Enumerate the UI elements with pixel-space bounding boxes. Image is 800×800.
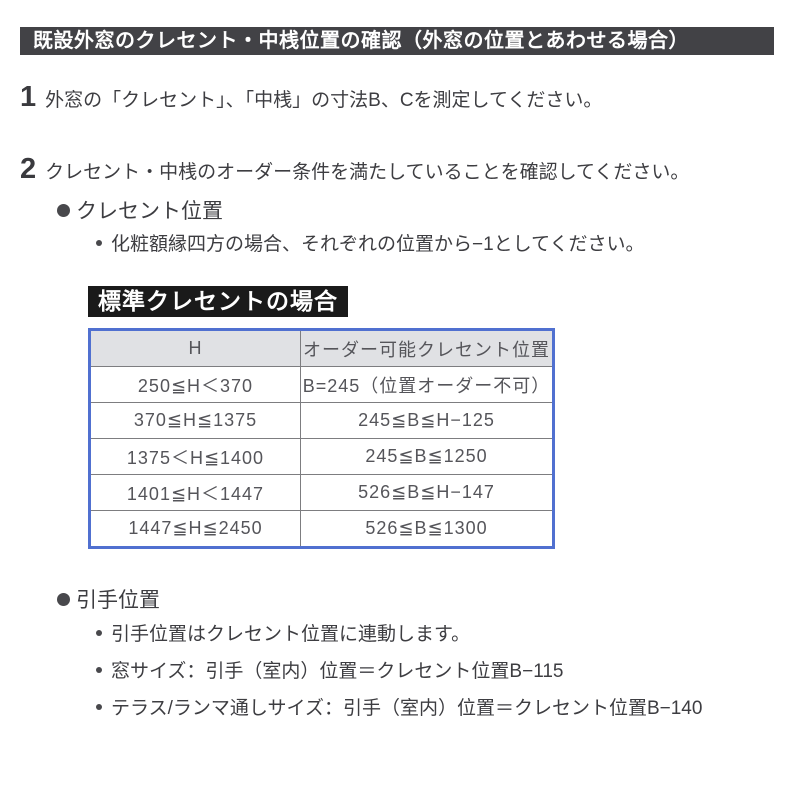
- table-cell-h-range: 250≦H＜370: [89, 366, 301, 403]
- table-row: 250≦H＜370 B=245（位置オーダー不可）: [89, 366, 554, 403]
- crescent-position-heading: クレセント位置: [76, 200, 223, 223]
- standard-crescent-label: 標準クレセントの場合: [88, 286, 348, 317]
- handle-note-row: 窓サイズ：引手（室内）位置＝クレセント位置B−115: [96, 656, 564, 683]
- table-cell-order-range: 245≦B≦H−125: [300, 402, 554, 439]
- table-header-order: オーダー可能クレセント位置: [300, 329, 554, 367]
- table-row: 1447≦H≦2450 526≦B≦1300: [89, 510, 554, 548]
- step-1: 1 外窓の「クレセント」、「中桟」の寸法B、Cを測定してください。: [20, 82, 602, 116]
- table-cell-order-range: B=245（位置オーダー不可）: [300, 366, 554, 403]
- table-cell-order-range: 526≦B≦1300: [300, 510, 554, 548]
- bullet-icon: [96, 239, 102, 246]
- handle-note-2: 窓サイズ：引手（室内）位置＝クレセント位置B−115: [111, 661, 564, 682]
- handle-position-heading-row: 引手位置: [57, 584, 160, 614]
- bullet-icon: [96, 703, 102, 710]
- step-2-number: 2: [20, 153, 37, 185]
- step-1-number: 1: [20, 81, 37, 113]
- page-title: 既設外窓のクレセント・中桟位置の確認（外窓の位置とあわせる場合）: [20, 27, 774, 55]
- handle-note-row: 引手位置はクレセント位置に連動します。: [96, 619, 470, 646]
- bullet-icon: [96, 629, 102, 636]
- table-cell-order-range: 526≦B≦H−147: [300, 474, 554, 511]
- table-cell-h-range: 1401≦H＜1447: [89, 474, 301, 511]
- step-2: 2 クレセント・中桟のオーダー条件を満たしていることを確認してください。: [20, 154, 689, 188]
- bullet-icon: [57, 592, 70, 606]
- bullet-icon: [96, 666, 102, 673]
- crescent-position-note-row: 化粧額縁四方の場合、それぞれの位置から−1としてください。: [96, 229, 645, 256]
- table-cell-order-range: 245≦B≦1250: [300, 438, 554, 475]
- crescent-position-table: H オーダー可能クレセント位置 250≦H＜370 B=245（位置オーダー不可…: [88, 328, 555, 549]
- table-row: 1375＜H≦1400 245≦B≦1250: [89, 438, 554, 475]
- table-row: 1401≦H＜1447 526≦B≦H−147: [89, 474, 554, 511]
- table-cell-h-range: 370≦H≦1375: [89, 402, 301, 439]
- bullet-icon: [57, 203, 70, 217]
- handle-note-1: 引手位置はクレセント位置に連動します。: [111, 624, 471, 645]
- crescent-position-heading-row: クレセント位置: [57, 195, 223, 225]
- table-row: 370≦H≦1375 245≦B≦H−125: [89, 402, 554, 439]
- handle-position-heading: 引手位置: [76, 589, 160, 612]
- table-header-row: H オーダー可能クレセント位置: [89, 329, 554, 367]
- table-cell-h-range: 1447≦H≦2450: [89, 510, 301, 548]
- handle-note-row: テラス/ランマ通しサイズ：引手（室内）位置＝クレセント位置B−140: [96, 693, 702, 720]
- table-header-h: H: [89, 329, 301, 367]
- table-cell-h-range: 1375＜H≦1400: [89, 438, 301, 475]
- step-2-text: クレセント・中桟のオーダー条件を満たしていることを確認してください。: [45, 162, 690, 183]
- handle-note-3: テラス/ランマ通しサイズ：引手（室内）位置＝クレセント位置B−140: [111, 698, 703, 719]
- crescent-position-note: 化粧額縁四方の場合、それぞれの位置から−1としてください。: [111, 234, 645, 255]
- step-1-text: 外窓の「クレセント」、「中桟」の寸法B、Cを測定してください。: [45, 90, 603, 111]
